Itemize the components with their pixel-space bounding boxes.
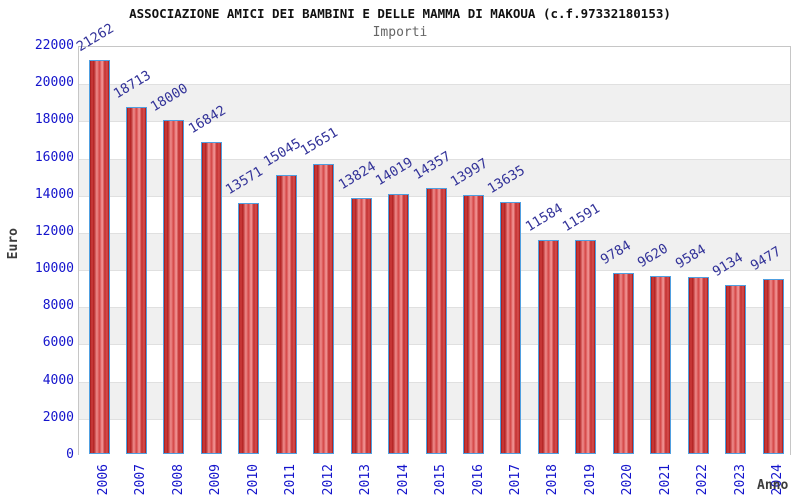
bar-2012 [313, 164, 335, 454]
plot-band [79, 47, 790, 85]
x-tick-label: 2020 [620, 464, 636, 496]
gridline [79, 158, 790, 160]
bar-2014 [388, 194, 410, 454]
bar-2011 [275, 175, 297, 454]
y-axis-title: Euro [6, 228, 21, 260]
x-tick-label: 2019 [582, 464, 598, 496]
bar-2016 [463, 194, 484, 454]
x-tick-label: 2012 [320, 464, 336, 496]
x-tick-label: 2016 [470, 464, 486, 496]
bar-2013 [350, 197, 372, 454]
bar-2023 [725, 285, 747, 454]
bar-2021 [650, 276, 672, 454]
y-tick-label: 0 [66, 447, 74, 462]
x-tick-label: 2013 [358, 464, 374, 496]
y-tick-label: 8000 [42, 298, 74, 314]
gridline [79, 121, 790, 123]
bar-2009 [200, 141, 222, 454]
y-tick-label: 2000 [42, 409, 74, 425]
bar-2008 [163, 120, 185, 454]
x-tick-label: 2007 [133, 464, 149, 496]
x-tick-label: 2022 [695, 464, 711, 496]
y-tick-label: 12000 [34, 223, 74, 239]
y-tick-label: 20000 [34, 75, 74, 91]
x-tick-label: 2017 [507, 464, 523, 496]
bar-2006 [88, 59, 110, 454]
gridline [79, 84, 790, 86]
y-tick-label: 10000 [34, 261, 74, 277]
x-tick-label: 2023 [732, 464, 748, 496]
y-tick-label: 4000 [42, 372, 74, 388]
x-tick-label: 2014 [395, 464, 411, 496]
x-tick-label: 2015 [433, 464, 449, 496]
bar-2024 [762, 278, 784, 454]
x-tick-label: 2021 [657, 464, 673, 496]
x-tick-label: 2009 [208, 464, 224, 496]
bar-2020 [612, 273, 634, 454]
chart-subtitle: Importi [372, 25, 428, 40]
x-tick-label: 2011 [283, 464, 299, 496]
y-tick-label: 18000 [34, 112, 74, 128]
bar-2019 [575, 239, 597, 454]
bar-2010 [238, 202, 260, 454]
bar-2015 [425, 188, 447, 454]
y-tick-label: 16000 [34, 149, 74, 165]
bar-2022 [687, 276, 709, 454]
x-tick-label: 2010 [245, 464, 261, 496]
bar-2018 [537, 239, 559, 454]
plot-band [79, 84, 790, 122]
y-tick-label: 22000 [34, 38, 74, 53]
x-axis-title: Anno [757, 478, 789, 493]
y-tick-label: 6000 [42, 335, 74, 351]
plot-area [78, 46, 791, 456]
plot-band [79, 121, 790, 159]
x-tick-label: 2006 [96, 464, 111, 496]
x-tick-label: 2008 [170, 464, 186, 496]
y-tick-label: 14000 [34, 186, 74, 202]
bar-2007 [125, 107, 147, 454]
bar-2017 [500, 201, 522, 454]
chart-title: ASSOCIAZIONE AMICI DEI BAMBINI E DELLE M… [129, 6, 671, 21]
x-tick-label: 2018 [545, 464, 561, 496]
